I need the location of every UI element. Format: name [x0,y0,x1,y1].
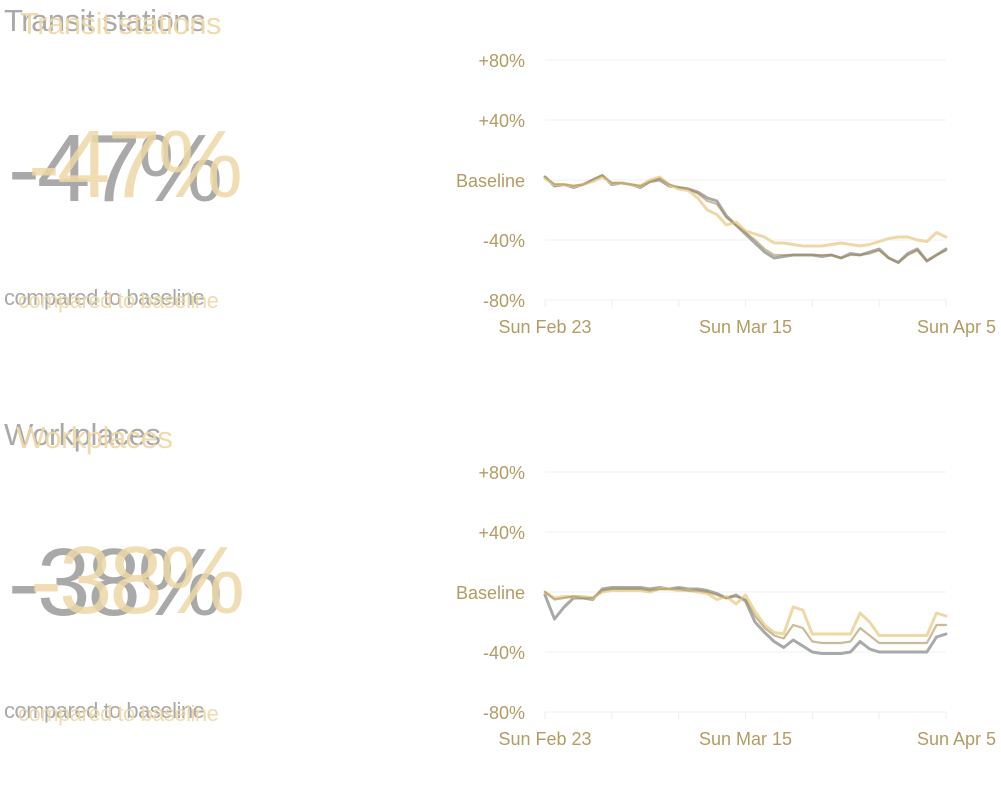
y-tick-label: -40% [483,643,525,663]
panel-title-echo: Transit stations [20,6,222,41]
baseline-caption-echo: compared to baseline [18,701,219,726]
baseline-caption-echo: compared to baseline [18,288,219,313]
panel-title: Transit stations [4,3,206,38]
percent-change-value-echo: -38% [30,527,245,634]
mobility-panel-workplaces: Workplaces Workplaces -38% -38% compared… [0,412,1001,792]
percent-change-value-echo: -47% [28,111,243,218]
x-tick-label: Sun Mar 15 [699,317,792,337]
y-tick-label: -40% [483,231,525,251]
y-tick-label: Baseline [456,171,525,191]
x-tick-label: Sun Feb 23 [498,317,591,337]
panel-title-echo: Workplaces [16,420,173,455]
series-line [543,587,948,637]
series-line [543,587,948,645]
y-tick-label: -80% [483,703,525,723]
baseline-caption: compared to baseline [4,698,205,723]
x-tick-label: Sun Feb 23 [498,729,591,749]
baseline-caption: compared to baseline [4,285,205,310]
mobility-panel-transit: Transit stations Transit stations -47% -… [0,0,1001,380]
y-tick-label: Baseline [456,583,525,603]
x-tick-label: Sun Apr 5 [917,317,996,337]
y-tick-label: +40% [478,111,525,131]
trend-chart: +80% +40% Baseline -40% -80% Sun Feb 23 Sun Ma… [456,51,996,337]
trend-chart: +80% +40% Baseline -40% -80% Sun Feb 23 Sun Ma… [456,463,996,749]
panel-title: Workplaces [4,417,161,452]
x-tick-label: Sun Apr 5 [917,729,996,749]
x-tick-label: Sun Mar 15 [699,729,792,749]
percent-change-value: -38% [8,529,223,636]
y-tick-label: -80% [483,291,525,311]
series-line [543,174,948,264]
percent-change-value: -47% [8,115,223,222]
y-tick-label: +80% [478,51,525,71]
y-tick-label: +80% [478,463,525,483]
series-line [543,174,948,264]
y-tick-label: +40% [478,523,525,543]
